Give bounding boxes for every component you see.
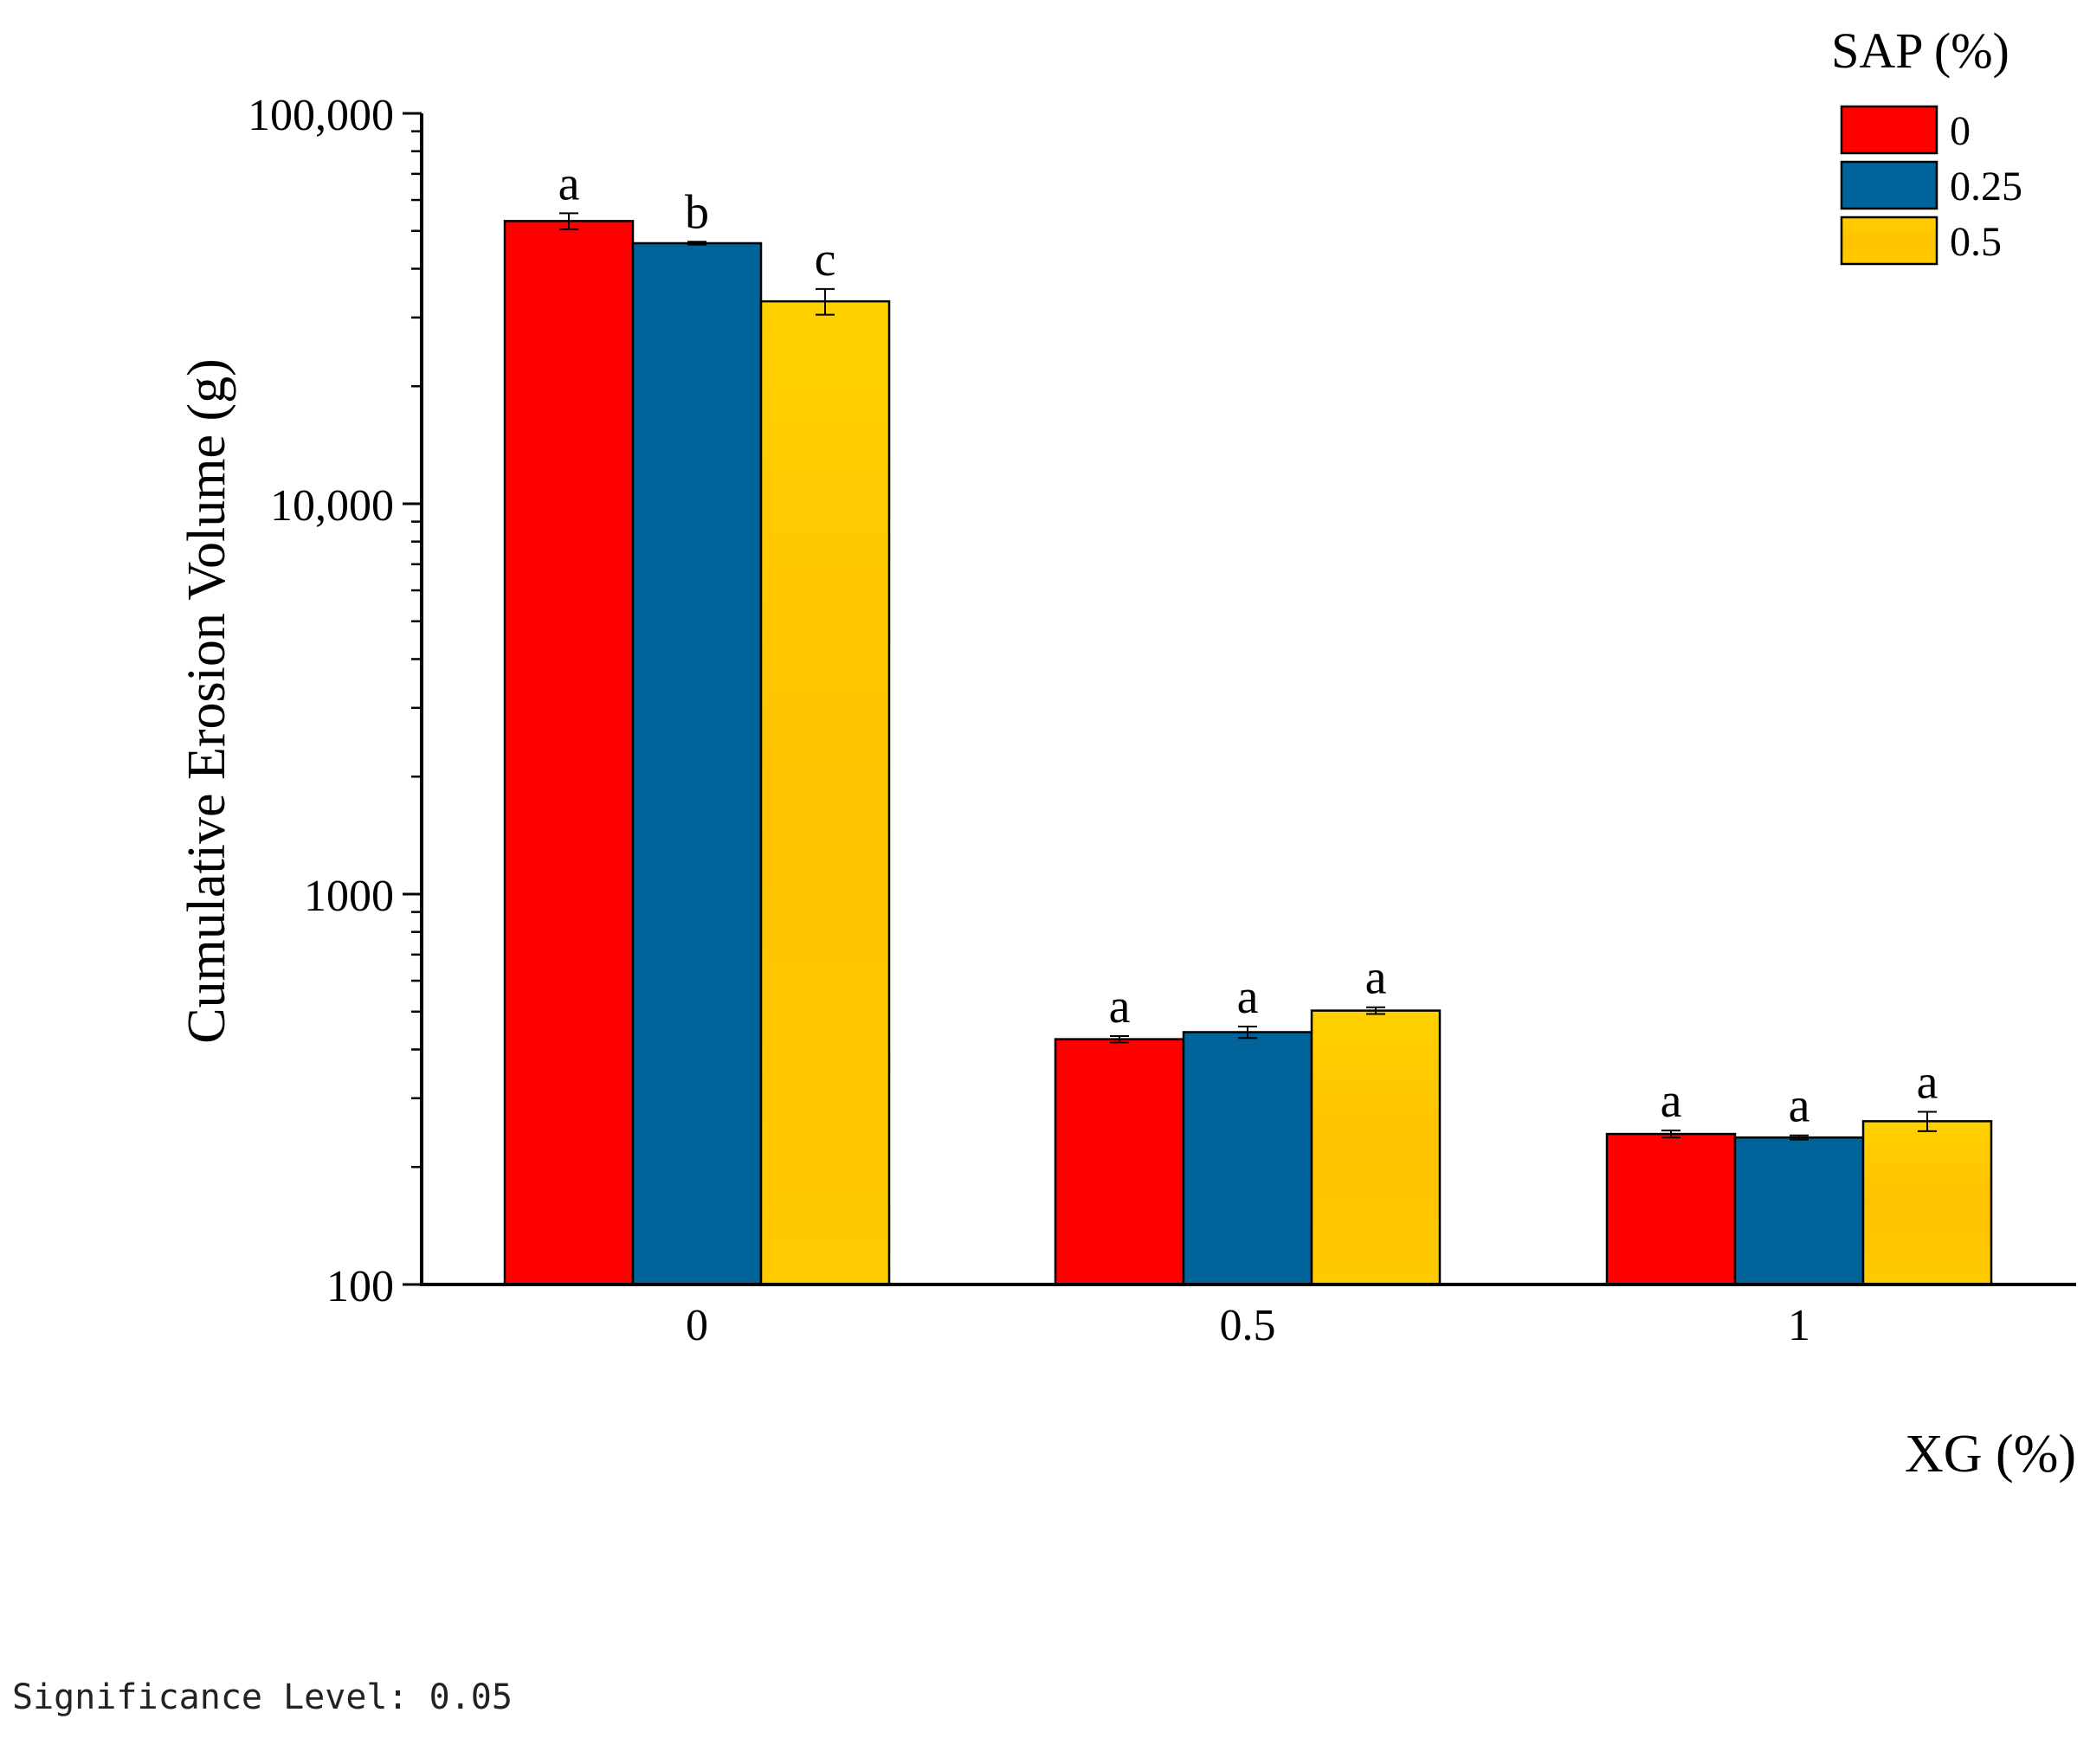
bar-sap-0-xg-1 <box>1605 1132 1737 1286</box>
bars-group <box>503 220 1993 1286</box>
x-ticks-group: 0 0.5 1 <box>686 1301 1810 1350</box>
legend-swatch <box>1840 216 1938 266</box>
significance-letter: a <box>1789 1079 1810 1133</box>
x-tick-label: 0.5 <box>1220 1301 1276 1350</box>
bar-sap-0.25-xg-0 <box>631 241 763 1286</box>
bar-sap-0.25-xg-0.5 <box>1182 1031 1313 1286</box>
y-tick-label: 100,000 <box>248 91 394 140</box>
bar-sap-0.25-xg-1 <box>1733 1136 1865 1286</box>
significance-letter: c <box>815 233 836 286</box>
x-axis-title: XG (%) <box>1905 1425 2076 1484</box>
legend-item-sap-0: 0 <box>1840 105 1971 155</box>
significance-letter: a <box>1917 1055 1938 1109</box>
error-bar-sap-0.5-xg-0 <box>816 287 835 316</box>
x-tick-label: 0 <box>686 1301 708 1350</box>
legend-item-sap-0.25: 0.25 <box>1840 160 2022 210</box>
legend-swatch <box>1840 105 1938 155</box>
significance-letter: a <box>558 157 580 210</box>
legend-label: 0.5 <box>1950 219 2002 265</box>
significance-letter: a <box>1365 951 1387 1005</box>
significance-letter: a <box>1237 970 1259 1024</box>
significance-letter: a <box>1661 1074 1682 1128</box>
error-bar-sap-0.25-xg-0.5 <box>1238 1025 1257 1040</box>
error-bar-sap-0.5-xg-0.5 <box>1366 1006 1385 1015</box>
bar-sap-0-xg-0.5 <box>1054 1038 1185 1286</box>
significance-letters-group: a a a b a a c a a <box>558 157 1938 1132</box>
significance-note: Significance Level: 0.05 <box>12 1677 513 1717</box>
legend-label: 0 <box>1950 108 1971 154</box>
bar-sap-0.5-xg-0 <box>759 299 891 1286</box>
legend: SAP (%) 0 0.25 0.5 <box>1831 23 2022 266</box>
legend-label: 0.25 <box>1950 164 2022 209</box>
error-bar-sap-0-xg-0.5 <box>1110 1034 1129 1044</box>
error-bar-sap-0-xg-0 <box>559 212 578 230</box>
bar-sap-0.5-xg-0.5 <box>1310 1009 1442 1286</box>
error-bar-sap-0.25-xg-0 <box>687 241 706 246</box>
y-tick-label: 10,000 <box>270 481 394 531</box>
legend-title: SAP (%) <box>1831 23 2009 79</box>
error-bar-sap-0-xg-1 <box>1661 1130 1680 1139</box>
x-tick-label: 1 <box>1788 1301 1810 1350</box>
y-tick-label: 100 <box>326 1262 394 1311</box>
legend-swatch <box>1840 160 1938 210</box>
y-tick-label: 1000 <box>304 872 394 921</box>
bar-sap-0.5-xg-1 <box>1861 1120 1993 1286</box>
legend-item-sap-0.5: 0.5 <box>1840 216 2002 266</box>
significance-letter: b <box>685 185 709 239</box>
bar-sap-0-xg-0 <box>503 220 635 1286</box>
legend-items: 0 0.25 0.5 <box>1840 105 2022 266</box>
significance-letter: a <box>1109 980 1131 1033</box>
error-bars-group <box>559 212 1937 1141</box>
error-bar-sap-0.5-xg-1 <box>1918 1111 1937 1132</box>
y-axis-title: Cumulative Erosion Volume (g) <box>177 358 236 1044</box>
error-bar-sap-0.25-xg-1 <box>1790 1134 1809 1141</box>
y-ticks-group: 100 1000 10,000 100,000 <box>248 91 422 1311</box>
